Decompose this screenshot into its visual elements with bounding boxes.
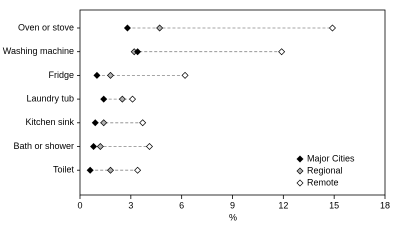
- dot: [134, 48, 142, 56]
- category-label: Toilet: [53, 165, 75, 175]
- dot: [139, 119, 147, 127]
- x-tick-label: 15: [329, 200, 339, 210]
- chart: % 0 3 6 9 12 15 18 Oven or stove Washing machine…: [3, 9, 390, 222]
- legend-marker: [296, 179, 304, 187]
- legend-label: Regional: [307, 165, 343, 175]
- x-tick-label: 12: [278, 200, 288, 210]
- dot: [100, 95, 108, 103]
- x-tick-label: 18: [380, 200, 390, 210]
- x-tick-label: 0: [77, 200, 82, 210]
- dot: [328, 24, 336, 32]
- category-label: Kitchen sink: [25, 117, 74, 127]
- category-label: Laundry tub: [26, 93, 74, 103]
- legend-marker: [296, 155, 304, 163]
- legend-marker: [296, 167, 304, 175]
- dot: [278, 48, 286, 56]
- category-label: Bath or shower: [13, 141, 74, 151]
- legend-label: Major Cities: [307, 153, 355, 163]
- dot: [156, 24, 164, 32]
- dot: [93, 71, 101, 79]
- dot: [100, 119, 108, 127]
- category-label: Washing machine: [3, 46, 74, 56]
- x-tick-label: 6: [179, 200, 184, 210]
- x-tick-label: 9: [230, 200, 235, 210]
- dot: [118, 95, 126, 103]
- dot: [86, 166, 94, 174]
- dot: [123, 24, 131, 32]
- x-tick-label: 3: [128, 200, 133, 210]
- dot: [134, 166, 142, 174]
- dot: [91, 119, 99, 127]
- dot: [90, 143, 98, 150]
- dot: [96, 143, 104, 150]
- dot: [129, 95, 137, 103]
- dot: [107, 166, 114, 174]
- x-axis-label: %: [229, 212, 237, 222]
- dot: [181, 71, 189, 79]
- legend-label: Remote: [307, 177, 339, 187]
- dot: [107, 71, 114, 79]
- category-label: Fridge: [48, 70, 74, 80]
- category-label: Oven or stove: [18, 22, 74, 32]
- dot: [145, 143, 153, 150]
